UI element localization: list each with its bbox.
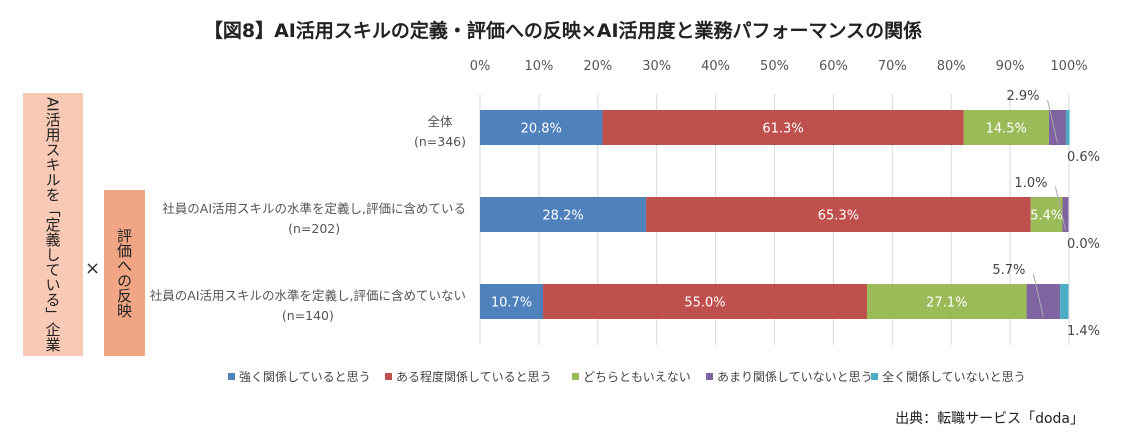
legend-label: どちらともいえない — [583, 370, 691, 384]
data-label: 5.7% — [992, 263, 1025, 278]
x-tick-label: 0% — [470, 59, 491, 74]
bar-segment — [543, 284, 867, 319]
data-label: 0.0% — [1067, 237, 1100, 252]
data-label: 1.0% — [1014, 176, 1047, 191]
source-note: 出典：転職サービス「doda」 — [895, 411, 1084, 427]
bar-segment — [963, 110, 1049, 145]
bar-segment — [1060, 284, 1069, 319]
bar-segment — [1030, 197, 1063, 232]
group-label-box: AI活用スキルを「定義している」企業 — [23, 93, 83, 356]
leader-line — [1047, 99, 1059, 144]
data-label: 20.8% — [521, 122, 562, 137]
data-label: 65.3% — [818, 209, 859, 224]
category-n: (n=202) — [288, 221, 341, 236]
sub-label-box: 評価への反映 — [104, 190, 145, 356]
category-name: 全体 — [427, 114, 453, 129]
legend-item: 強く関係していると思う — [228, 368, 371, 385]
data-label: 14.5% — [986, 122, 1027, 137]
data-label: 61.3% — [762, 122, 803, 137]
bar-segment — [1048, 110, 1067, 145]
x-tick-label: 60% — [819, 59, 848, 74]
data-label: 55.0% — [684, 296, 725, 311]
category-label: 社員のAI活用スキルの水準を定義し,評価に含めていない (n=140) — [150, 286, 466, 326]
data-label: 27.1% — [926, 296, 967, 311]
legend-item: 全く関係していないと思う — [871, 368, 1026, 385]
bar-segment — [866, 284, 1027, 319]
sub-label: 評価への反映 — [115, 228, 133, 318]
bar-segment — [480, 110, 603, 145]
category-label: 全体 (n=346) — [414, 112, 466, 152]
x-tick-label: 90% — [996, 59, 1025, 74]
legend-swatch — [572, 373, 579, 380]
x-tick-label: 20% — [583, 59, 612, 74]
bar-segment — [646, 197, 1031, 232]
x-tick-label: 10% — [524, 59, 553, 74]
bar-segment — [1066, 110, 1070, 145]
x-tick-label: 50% — [760, 59, 789, 74]
category-label: 社員のAI活用スキルの水準を定義し,評価に含めている (n=202) — [162, 199, 466, 239]
data-label: 1.4% — [1067, 324, 1100, 339]
bar-segment — [480, 197, 647, 232]
bar-segment — [1026, 284, 1061, 319]
legend-label: 強く関係していると思う — [239, 370, 371, 384]
category-n: (n=140) — [281, 308, 334, 323]
leader-line — [1054, 186, 1066, 231]
legend-swatch — [228, 373, 235, 380]
data-label: 28.2% — [542, 209, 583, 224]
legend-item: ある程度関係していると思う — [385, 368, 552, 385]
bar-segment — [1062, 197, 1069, 232]
bar-segment — [480, 284, 544, 319]
x-tick-label: 30% — [642, 59, 671, 74]
category-n: (n=346) — [413, 134, 466, 149]
bar-segment — [602, 110, 964, 145]
data-label: 5.4% — [1030, 209, 1063, 224]
data-label: 2.9% — [1006, 89, 1039, 104]
legend-swatch — [871, 373, 878, 380]
legend-swatch — [706, 373, 713, 380]
x-tick-label: 80% — [937, 59, 966, 74]
legend-label: 全く関係していないと思う — [882, 370, 1026, 384]
legend-label: ある程度関係していると思う — [396, 370, 552, 384]
category-name: 社員のAI活用スキルの水準を定義し,評価に含めていない — [149, 288, 466, 303]
legend-label: あまり関係していないと思う — [717, 370, 873, 384]
x-tick-label: 70% — [878, 59, 907, 74]
category-name: 社員のAI活用スキルの水準を定義し,評価に含めている — [162, 201, 466, 216]
times-symbol: × — [85, 258, 101, 279]
leader-line — [1032, 273, 1044, 318]
x-tick-label: 100% — [1050, 59, 1087, 74]
chart-title: 【図8】AI活用スキルの定義・評価への反映×AI活用度と業務パフォーマンスの関係 — [203, 20, 923, 42]
legend-swatch — [385, 373, 392, 380]
data-label: 10.7% — [491, 296, 532, 311]
legend-item: どちらともいえない — [572, 368, 691, 385]
group-label: AI活用スキルを「定義している」企業 — [43, 97, 62, 352]
x-tick-label: 40% — [701, 59, 730, 74]
legend-item: あまり関係していないと思う — [706, 368, 873, 385]
data-label: 0.6% — [1067, 150, 1100, 165]
